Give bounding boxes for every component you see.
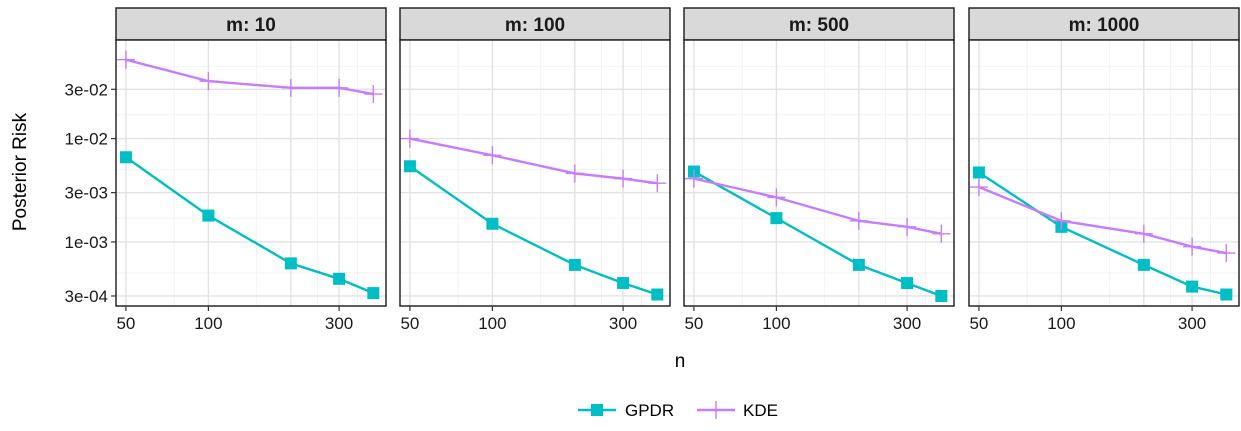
gpdr-point bbox=[591, 404, 603, 416]
gpdr-point bbox=[1220, 288, 1233, 301]
gpdr-point bbox=[770, 212, 783, 225]
legend: GPDR KDE bbox=[578, 401, 778, 420]
plot-area bbox=[969, 40, 1239, 306]
kde-point bbox=[1217, 244, 1236, 263]
gpdr-point bbox=[568, 258, 581, 271]
gpdr-point bbox=[1186, 280, 1199, 293]
gpdr-point bbox=[284, 257, 297, 270]
kde-point bbox=[614, 169, 633, 188]
y-axis-title: Posterior Risk bbox=[10, 112, 31, 231]
kde-point bbox=[483, 146, 502, 165]
panel-border bbox=[115, 39, 387, 307]
gpdr-point bbox=[651, 288, 664, 301]
x-tick-label: 50 bbox=[684, 314, 703, 333]
kde-point bbox=[330, 78, 349, 97]
facet-strip bbox=[399, 7, 671, 41]
facet-panel: m: 500 50 100 300 bbox=[683, 7, 955, 333]
kde-point bbox=[707, 401, 725, 419]
y-axis: 3e-04 1e-03 3e-03 1e-02 3e-02 bbox=[65, 80, 116, 306]
gpdr-point bbox=[403, 160, 416, 173]
facet-strip bbox=[115, 7, 387, 41]
kde-point bbox=[1052, 211, 1071, 230]
facet-strip-label: m: 10 bbox=[226, 15, 276, 36]
legend-label: GPDR bbox=[625, 401, 674, 420]
x-tick-label: 300 bbox=[893, 314, 921, 333]
y-tick-label: 3e-03 bbox=[65, 184, 108, 203]
kde-point bbox=[969, 178, 988, 197]
facet-panel: m: 10 50 100 300 bbox=[115, 7, 387, 333]
plot-area bbox=[684, 40, 954, 306]
panel-border bbox=[968, 39, 1240, 307]
y-tick-label: 3e-04 bbox=[65, 287, 108, 306]
gpdr-point bbox=[119, 151, 132, 164]
x-tick-label: 100 bbox=[1047, 314, 1075, 333]
facet-panel: m: 100 50 100 300 bbox=[399, 7, 671, 333]
x-tick-label: 300 bbox=[1178, 314, 1206, 333]
gpdr-point bbox=[935, 289, 948, 302]
kde-point bbox=[648, 174, 667, 193]
facet-strip bbox=[683, 7, 955, 41]
x-tick-label: 100 bbox=[194, 314, 222, 333]
gpdr-point bbox=[901, 277, 914, 290]
gpdr-point bbox=[1137, 258, 1150, 271]
x-tick-label: 300 bbox=[325, 314, 353, 333]
gpdr-point bbox=[617, 277, 630, 290]
y-tick-label: 3e-02 bbox=[65, 80, 108, 99]
kde-point bbox=[767, 188, 786, 207]
facet-strip-label: m: 100 bbox=[505, 15, 565, 36]
facet-strip-label: m: 1000 bbox=[1069, 15, 1140, 36]
gpdr-point bbox=[202, 209, 215, 222]
kde-point bbox=[898, 217, 917, 236]
gpdr-point bbox=[852, 258, 865, 271]
kde-point bbox=[281, 78, 300, 97]
panel-border bbox=[399, 39, 671, 307]
kde-point bbox=[400, 129, 419, 148]
x-tick-label: 100 bbox=[478, 314, 506, 333]
facet-strip bbox=[968, 7, 1240, 41]
kde-point bbox=[684, 169, 703, 188]
x-tick-label: 50 bbox=[969, 314, 988, 333]
plot-area bbox=[116, 40, 386, 306]
x-tick-label: 50 bbox=[116, 314, 135, 333]
facet-panel: m: 1000 50 100 300 bbox=[968, 7, 1240, 333]
x-tick-label: 300 bbox=[609, 314, 637, 333]
facet-strip-label: m: 500 bbox=[789, 15, 849, 36]
gpdr-point bbox=[367, 287, 380, 300]
kde-point bbox=[364, 85, 383, 104]
y-tick-label: 1e-03 bbox=[65, 233, 108, 252]
gpdr-point bbox=[972, 166, 985, 179]
legend-label: KDE bbox=[743, 401, 778, 420]
gpdr-point bbox=[333, 272, 346, 285]
kde-point bbox=[1183, 237, 1202, 256]
x-tick-label: 100 bbox=[762, 314, 790, 333]
y-tick-label: 1e-02 bbox=[65, 130, 108, 149]
facet-panels: m: 10 50 100 300 m: 100 50 100 300 m: 500 50 100 30… bbox=[115, 7, 1240, 333]
kde-point bbox=[565, 164, 584, 183]
x-tick-label: 50 bbox=[400, 314, 419, 333]
kde-point bbox=[849, 211, 868, 230]
kde-point bbox=[199, 72, 218, 91]
x-axis-title: n bbox=[675, 351, 686, 372]
kde-point bbox=[116, 50, 135, 69]
gpdr-point bbox=[486, 217, 499, 230]
kde-point bbox=[932, 224, 951, 243]
panel-border bbox=[683, 39, 955, 307]
kde-point bbox=[1134, 224, 1153, 243]
plot-area bbox=[400, 40, 670, 306]
